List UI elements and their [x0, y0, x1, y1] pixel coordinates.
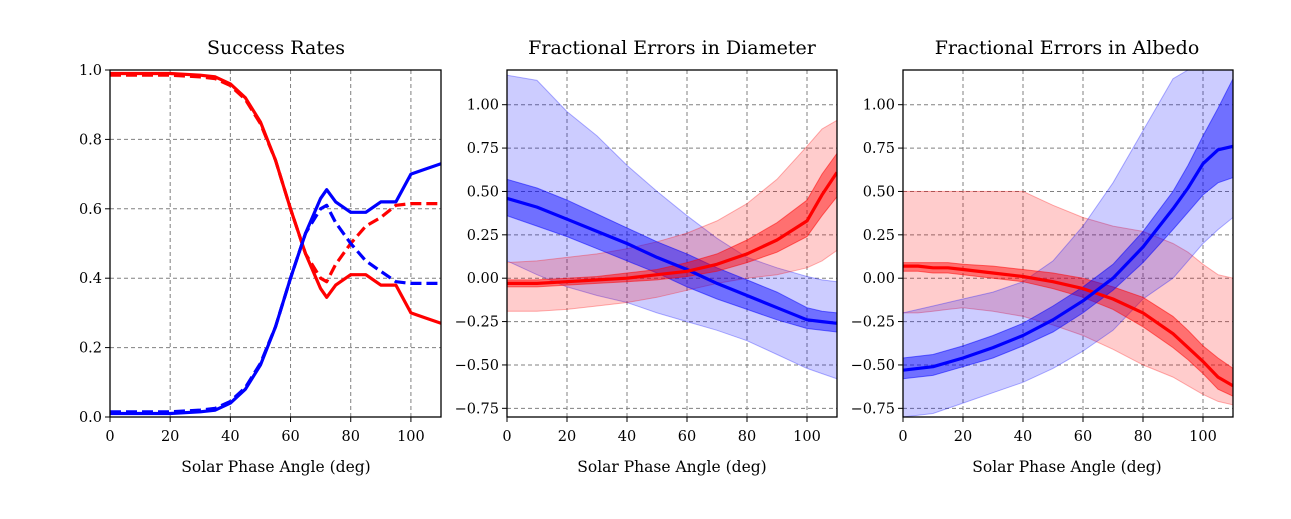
x-tick-label: 100: [397, 429, 425, 445]
y-tick-label: 0.75: [467, 141, 499, 157]
red-solid-series-line: [110, 71, 441, 325]
x-tick-label: 0: [502, 429, 511, 445]
albedo-errors-xlabel: Solar Phase Angle (deg): [972, 458, 1161, 476]
blue-inner-band: [903, 78, 1233, 380]
albedo-errors-plot-area: 0 20 40 60 80 100 1.00 0.75 0.50 0.25 0.00 −0.25 −0.…: [851, 69, 1234, 445]
y-tick-label: 0.00: [467, 271, 499, 287]
success-rates-panel: Success Rates Solar Phase Angle (deg) 0 2…: [79, 37, 442, 476]
blue-median-line: [903, 144, 1233, 372]
x-tick-label: 100: [793, 429, 821, 445]
y-tick-label: 0.6: [79, 202, 102, 218]
y-tick-label: −0.50: [455, 358, 499, 374]
axes-frame: [506, 69, 838, 418]
x-tick-label: 60: [1074, 429, 1092, 445]
success-rates-plot-area: 0 20 40 60 80 100 0.0 0.2 0.4 0.6 0.8 1.0: [79, 63, 442, 445]
x-tick-label: 100: [1189, 429, 1217, 445]
success-rates-xlabel: Solar Phase Angle (deg): [181, 458, 370, 476]
diameter-errors-plot-area: 0 20 40 60 80 100 1.00 0.75 0.50 0.25 0.00 −0.25 −0.…: [455, 69, 838, 445]
x-tick-label: 80: [1134, 429, 1152, 445]
y-tick-label: 0.25: [467, 228, 499, 244]
x-tick-label: 40: [1014, 429, 1032, 445]
x-tick-label: 0: [105, 429, 114, 445]
y-tick-label: 1.00: [467, 98, 499, 114]
blue-outer-band: [903, 70, 1233, 417]
y-tick-label: 0.00: [863, 271, 895, 287]
red-median-line: [507, 171, 837, 285]
albedo-errors-title: Fractional Errors in Albedo: [935, 37, 1200, 59]
diameter-errors-title: Fractional Errors in Diameter: [528, 37, 817, 59]
albedo-errors-panel: Fractional Errors in Albedo Solar Phase …: [851, 37, 1234, 476]
red-dashed-series-line: [110, 73, 441, 284]
x-tick-label: 40: [618, 429, 636, 445]
red-outer-band: [903, 190, 1233, 406]
y-tick-label: 0.50: [863, 184, 895, 200]
blue-inner-band: [507, 178, 837, 333]
y-tick-label: 0.75: [863, 141, 895, 157]
x-tick-label: 80: [738, 429, 756, 445]
y-tick-label: 1.00: [863, 98, 895, 114]
axes-frame: [109, 69, 442, 418]
diameter-errors-panel: Fractional Errors in Diameter Solar Phas…: [455, 37, 838, 476]
y-tick-label: −0.25: [851, 315, 895, 331]
axes-frame: [902, 69, 1234, 418]
x-tick-label: 40: [221, 429, 239, 445]
x-tick-label: 20: [954, 429, 972, 445]
diameter-errors-xlabel: Solar Phase Angle (deg): [577, 458, 766, 476]
blue-dashed-series-line: [110, 203, 441, 414]
x-tick-label: 80: [342, 429, 360, 445]
y-tick-label: 0.0: [79, 410, 102, 426]
red-inner-band: [507, 152, 837, 288]
y-tick-label: 0.50: [467, 184, 499, 200]
x-tick-label: 20: [558, 429, 576, 445]
y-tick-label: 0.4: [79, 271, 102, 287]
success-rates-title: Success Rates: [207, 37, 345, 59]
blue-outer-band: [507, 74, 837, 380]
x-tick-label: 60: [281, 429, 299, 445]
x-tick-label: 0: [898, 429, 907, 445]
y-tick-label: 1.0: [79, 63, 102, 79]
y-tick-label: 0.8: [79, 132, 102, 148]
red-median-line: [903, 264, 1233, 388]
y-tick-label: 0.25: [863, 228, 895, 244]
y-tick-label: −0.50: [851, 358, 895, 374]
blue-solid-series-line: [110, 162, 441, 416]
y-tick-label: −0.75: [851, 401, 895, 417]
y-tick-label: 0.2: [79, 341, 102, 357]
x-tick-label: 20: [161, 429, 179, 445]
y-tick-label: −0.25: [455, 315, 499, 331]
x-tick-label: 60: [678, 429, 696, 445]
blue-median-line: [507, 196, 837, 325]
y-tick-label: −0.75: [455, 401, 499, 417]
